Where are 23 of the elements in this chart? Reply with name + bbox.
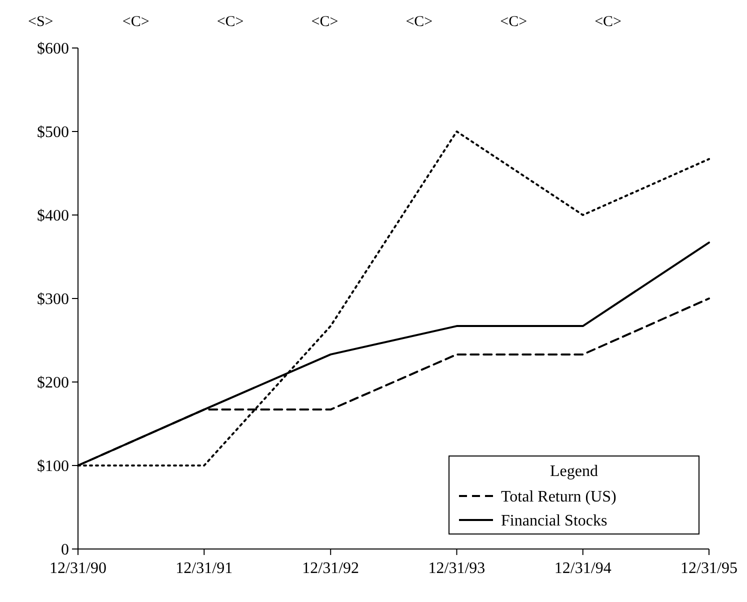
y-tick-label: $200: [37, 374, 69, 392]
legend-label: Total Return (US): [501, 488, 616, 506]
x-tick-label: 12/31/90: [50, 560, 106, 577]
text: <C>: [122, 14, 150, 30]
x-tick-label: 12/31/95: [680, 560, 738, 577]
text: <S>: [28, 14, 54, 30]
text: <C>: [406, 14, 433, 30]
y-tick-label: $100: [37, 458, 69, 476]
x-tick-label: 12/31/94: [554, 560, 612, 577]
y-tick-label: $500: [37, 124, 69, 142]
text: <C>: [216, 14, 244, 30]
text: <C>: [594, 14, 622, 30]
y-tick-label: $300: [37, 291, 69, 308]
y-tick-label: $400: [37, 208, 69, 225]
y-tick-label: 0: [61, 542, 69, 559]
x-tick-label: 12/31/91: [176, 560, 233, 577]
text: <C>: [500, 14, 528, 30]
legend-label: Financial Stocks: [501, 512, 608, 530]
text: <C>: [311, 14, 338, 30]
legend-title: Legend: [550, 463, 598, 480]
x-tick-label: 12/31/92: [302, 560, 360, 577]
x-tick-label: 12/31/93: [428, 560, 486, 577]
y-tick-label: $600: [37, 40, 69, 58]
